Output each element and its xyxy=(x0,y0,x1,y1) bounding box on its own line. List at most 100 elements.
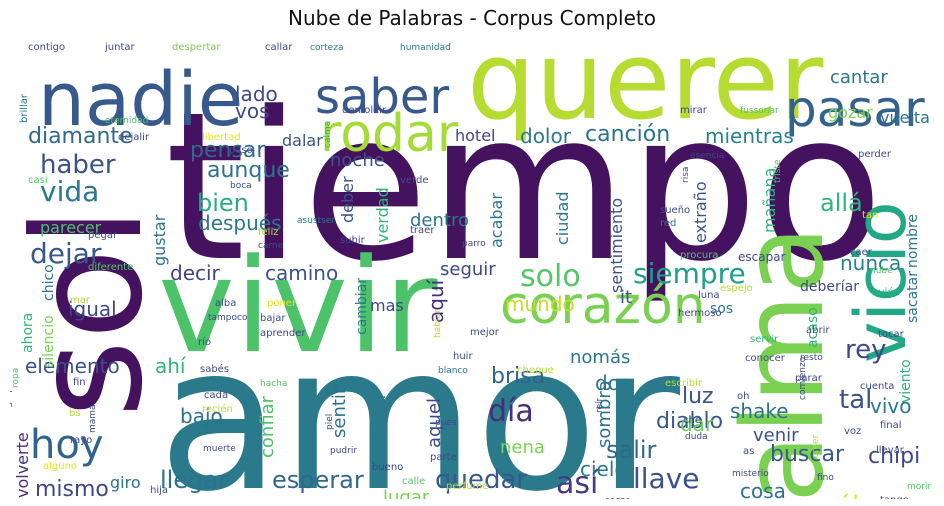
cloud-word: humanidad xyxy=(400,43,451,53)
cloud-word: lado xyxy=(235,82,278,106)
cloud-word: escribir xyxy=(665,378,703,389)
cloud-word: subir xyxy=(340,235,366,246)
cloud-word: corazón xyxy=(500,276,706,336)
cloud-word: sombra xyxy=(594,380,615,448)
cloud-word: vivo xyxy=(870,394,911,418)
cloud-word: cuenta xyxy=(860,381,894,392)
cloud-word: chipi xyxy=(868,444,920,469)
cloud-word: perfume xyxy=(446,481,488,492)
cloud-word: ahí xyxy=(155,354,187,378)
cloud-word: acaso xyxy=(805,307,821,348)
cloud-word: tan xyxy=(862,210,878,221)
cloud-word: ahora xyxy=(20,313,36,353)
cloud-word: venir xyxy=(753,425,799,446)
cloud-word: nube xyxy=(870,266,893,276)
cloud-word: libertad xyxy=(202,132,241,143)
cloud-word: as xyxy=(743,446,754,457)
cloud-word: blanco xyxy=(438,366,468,376)
cloud-word: sólo xyxy=(825,491,874,499)
cloud-word: dalar xyxy=(282,131,323,150)
cloud-word: huir xyxy=(453,351,473,362)
cloud-word: parar xyxy=(795,373,823,384)
cloud-word: sol xyxy=(10,206,176,418)
cloud-word: aquel xyxy=(424,398,445,448)
cloud-word: igual xyxy=(68,297,117,321)
cloud-word: mientras xyxy=(705,124,794,148)
cloud-word: risa xyxy=(681,167,691,183)
cloud-word: triste xyxy=(773,159,783,183)
cloud-word: perder xyxy=(858,149,892,160)
cloud-word: vos xyxy=(235,99,270,123)
cloud-word: extraño xyxy=(691,181,710,243)
cloud-word: shake xyxy=(730,399,789,423)
page-title: Nube de Palabras - Corpus Completo xyxy=(288,6,656,30)
cloud-word: pegar xyxy=(88,230,118,241)
cloud-word: oh xyxy=(737,391,749,402)
cloud-word: sentir xyxy=(329,386,350,438)
cloud-word: cosa xyxy=(740,479,786,499)
cloud-word: parte xyxy=(430,452,457,463)
cloud-word: conocer xyxy=(745,353,786,364)
cloud-word: rodar xyxy=(320,104,459,164)
cloud-word: cielo xyxy=(580,457,627,481)
cloud-word: vuelta xyxy=(880,108,930,127)
cloud-word: sentimiento xyxy=(607,198,626,293)
cloud-word: tocar xyxy=(878,329,905,340)
cloud-word: hija xyxy=(150,485,168,496)
cloud-word: hablar xyxy=(433,309,443,338)
cloud-word: calle xyxy=(402,476,425,487)
cloud-word: confiar xyxy=(257,395,278,458)
cloud-word: amor xyxy=(158,303,681,499)
cloud-word: paso xyxy=(229,145,253,156)
cloud-word: así xyxy=(556,466,600,499)
cloud-word: luna xyxy=(698,290,720,301)
cloud-word: siempre xyxy=(633,257,746,290)
cloud-word: llegar xyxy=(160,466,228,494)
cloud-word: cheque xyxy=(517,365,554,376)
cloud-word: día xyxy=(488,394,534,429)
cloud-word: escapar xyxy=(738,250,786,264)
cloud-word: mejor xyxy=(470,327,500,338)
cloud-word: sueño xyxy=(660,205,690,216)
cloud-word: aunque xyxy=(207,158,290,183)
cloud-word: sabés xyxy=(200,363,229,375)
cloud-word: allá xyxy=(820,189,863,217)
cloud-word: mundo xyxy=(505,292,575,316)
cloud-word: nomás xyxy=(570,347,630,368)
cloud-word: pasar xyxy=(785,80,925,138)
cloud-word: alguno xyxy=(43,461,77,472)
cloud-word: brillar xyxy=(19,93,30,123)
cloud-word: brisa xyxy=(491,364,545,389)
cloud-word: sacatar xyxy=(905,271,921,323)
cloud-word: volver xyxy=(369,392,390,448)
cloud-word: dentro xyxy=(410,210,469,231)
cloud-word: dolor xyxy=(520,124,572,148)
cloud-word: espejo xyxy=(720,283,753,294)
cloud-word: misterio xyxy=(732,469,769,479)
cloud-word: creer xyxy=(811,434,821,458)
cloud-word: hermoso xyxy=(678,308,722,319)
cloud-word: silencio xyxy=(41,315,57,368)
cloud-word: dar xyxy=(680,412,714,436)
cloud-word: bajar xyxy=(260,313,286,324)
cloud-word: hotel xyxy=(455,126,496,145)
cloud-word: canción xyxy=(585,122,670,147)
cloud-word: morir xyxy=(907,482,931,492)
cloud-word: mas xyxy=(370,296,404,315)
cloud-word: it xyxy=(620,287,632,308)
cloud-word: sos xyxy=(710,301,733,317)
cloud-word: quedar xyxy=(435,465,527,495)
cloud-word: fin xyxy=(73,377,86,388)
cloud-word: llevar xyxy=(876,445,905,456)
cloud-word: cada xyxy=(204,390,228,401)
cloud-word: tal xyxy=(839,385,872,415)
cloud-word: camino xyxy=(265,261,338,285)
cloud-word: final xyxy=(880,420,902,431)
cloud-word: querer xyxy=(467,33,824,144)
cloud-word: muerte xyxy=(203,444,236,454)
cloud-word: tampoco xyxy=(208,313,248,323)
cloud-word: alma xyxy=(719,226,849,499)
cloud-word: quién xyxy=(872,286,900,298)
cloud-word: fussonar xyxy=(740,106,779,116)
cloud-word: hacha xyxy=(260,379,287,389)
